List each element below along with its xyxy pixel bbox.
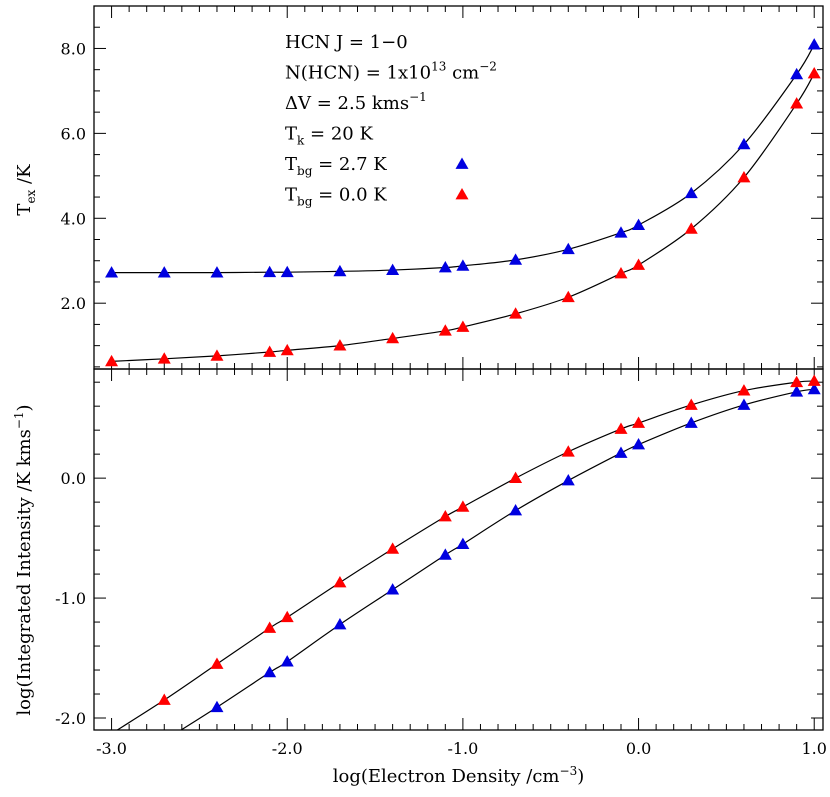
bottom-series-0-line xyxy=(180,388,815,730)
bottom-ytick-label: -1.0 xyxy=(55,589,86,608)
bottom-series-1-point xyxy=(438,510,452,522)
top-series-1-point xyxy=(157,352,171,364)
top-series-0-point xyxy=(614,226,628,238)
top-series-1-point xyxy=(456,320,470,332)
legend-line: ΔV = 2.5 kms−1 xyxy=(285,90,427,114)
bottom-series-0-point xyxy=(456,537,470,549)
top-series-1-point xyxy=(438,324,452,336)
top-series-1-line xyxy=(111,73,815,362)
top-series-0-point xyxy=(790,67,804,80)
top-series-0-point xyxy=(333,264,347,277)
legend-line: Tk = 20 K xyxy=(285,124,373,148)
top-series-1-point xyxy=(737,171,751,183)
bottom-series-0-point xyxy=(280,655,294,667)
top-series-1-point xyxy=(210,349,224,361)
legend-line: HCN J = 1−0 xyxy=(285,32,408,53)
top-series-1-point xyxy=(790,97,804,109)
bottom-ytick-label: 0.0 xyxy=(61,469,86,488)
bottom-series-1-point xyxy=(456,500,470,512)
bottom-y-axis-title: log(Integrated Intensity /K kms−1) xyxy=(12,404,35,715)
top-series-1-point xyxy=(333,339,347,351)
bottom-series-1-point xyxy=(333,575,347,588)
bottom-series-1-point xyxy=(386,542,400,554)
bottom-series-1-line xyxy=(116,380,815,730)
bottom-series-0-point xyxy=(210,700,224,713)
bottom-series-1-point xyxy=(737,384,751,396)
top-series-0-point xyxy=(737,137,751,150)
top-series-0-point xyxy=(105,266,119,278)
bottom-series-1-point xyxy=(790,375,804,388)
bottom-series-0-point xyxy=(438,548,452,560)
top-series-0-point xyxy=(157,266,171,278)
legend-line: N(HCN) = 1x1013 cm−2 xyxy=(285,60,497,84)
bottom-ytick-label: -2.0 xyxy=(55,709,86,728)
top-series-0-point xyxy=(632,218,646,230)
top-series-1-point xyxy=(105,354,119,367)
top-series-1-point xyxy=(807,67,821,79)
top-series-1-point xyxy=(684,222,698,234)
bottom-series-1-point xyxy=(280,610,294,623)
xtick-label: 1.0 xyxy=(801,739,826,758)
bottom-series-1-point xyxy=(684,398,698,410)
bottom-series-1-point xyxy=(210,657,224,669)
xtick-label: -2.0 xyxy=(272,739,303,758)
top-series-0-point xyxy=(807,38,821,50)
top-series-1-point xyxy=(263,345,277,357)
bottom-series-0-point xyxy=(684,416,698,428)
top-series-0-point xyxy=(561,242,575,255)
top-series-1-point xyxy=(632,258,646,270)
top-ytick-label: 4.0 xyxy=(61,209,86,228)
top-series-0-point xyxy=(684,186,698,199)
top-series-1-point xyxy=(561,290,575,303)
top-y-axis-title: Tex /K xyxy=(14,164,38,216)
top-series-0-point xyxy=(386,263,400,275)
bottom-series-1-point xyxy=(561,445,575,457)
xtick-label: -3.0 xyxy=(96,739,127,758)
bottom-series-0-point xyxy=(386,583,400,595)
bottom-series-1-point xyxy=(263,621,277,633)
bottom-series-1-point xyxy=(157,693,171,705)
bottom-series-0-point xyxy=(632,438,646,450)
top-series-0-point xyxy=(280,265,294,278)
top-series-0-point xyxy=(438,261,452,273)
top-series-1-point xyxy=(280,343,294,356)
top-panel-frame xyxy=(93,5,824,370)
bottom-series-0-point xyxy=(561,474,575,486)
bottom-series-1-point xyxy=(509,471,523,484)
bottom-series-0-point xyxy=(807,382,821,395)
bottom-series-0-point xyxy=(263,665,277,678)
top-series-1-point xyxy=(614,266,628,279)
top-series-1-point xyxy=(509,307,523,319)
xtick-label: -1.0 xyxy=(447,739,478,758)
legend-line: Tbg = 2.7 K xyxy=(285,154,387,178)
bottom-series-0-point xyxy=(614,446,628,458)
bottom-series-0-point xyxy=(333,617,347,630)
legend-marker xyxy=(455,188,469,200)
legend-line: Tbg = 0.0 K xyxy=(285,185,387,209)
bottom-series-0-point xyxy=(737,398,751,410)
top-series-0-point xyxy=(509,253,523,265)
top-ytick-label: 2.0 xyxy=(61,294,86,313)
bottom-panel-frame xyxy=(93,368,824,731)
bottom-series-1-point xyxy=(632,416,646,428)
bottom-series-1-point xyxy=(807,374,821,386)
bottom-series-1-point xyxy=(614,422,628,434)
legend-marker xyxy=(455,157,469,169)
xtick-label: 0.0 xyxy=(626,739,651,758)
x-axis-title: log(Electron Density /cm−3) xyxy=(333,764,585,787)
top-series-0-point xyxy=(210,266,224,278)
top-series-0-point xyxy=(263,265,277,278)
bottom-series-0-point xyxy=(790,385,804,397)
top-ytick-label: 6.0 xyxy=(61,124,86,143)
top-ytick-label: 8.0 xyxy=(61,39,86,58)
top-series-0-point xyxy=(456,259,470,271)
bottom-series-0-point xyxy=(509,504,523,516)
top-series-1-point xyxy=(386,331,400,344)
